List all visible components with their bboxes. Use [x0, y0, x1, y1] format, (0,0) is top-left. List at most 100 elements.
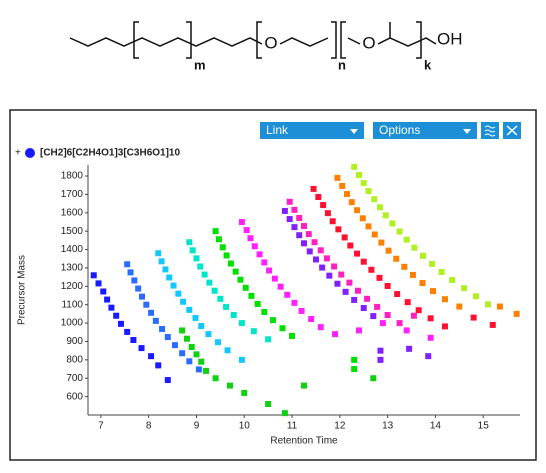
point	[281, 410, 288, 417]
point	[332, 331, 339, 338]
point	[206, 279, 213, 286]
dropdown-label[interactable]: Options	[379, 123, 420, 137]
point	[409, 271, 416, 278]
bracket	[340, 21, 346, 59]
point	[193, 351, 200, 358]
bracket	[416, 21, 422, 59]
point	[305, 231, 312, 238]
y-tick-label: 800	[66, 354, 83, 365]
options-dropdown[interactable]: Options	[373, 122, 477, 139]
point	[334, 280, 341, 287]
point	[438, 268, 445, 275]
legend-marker	[25, 148, 35, 158]
point	[364, 295, 371, 302]
y-tick-label: 1500	[61, 226, 84, 237]
point	[301, 382, 307, 389]
point	[130, 337, 137, 343]
point	[312, 256, 319, 263]
point	[113, 312, 120, 319]
point	[223, 252, 230, 259]
bracket	[186, 21, 192, 59]
settings-button[interactable]	[481, 122, 499, 139]
atom: OH	[437, 29, 463, 48]
panel	[9, 109, 537, 461]
point	[238, 356, 245, 363]
point	[311, 239, 318, 246]
point	[238, 218, 245, 225]
expand-icon[interactable]: +	[15, 148, 21, 159]
y-tick-label: 1800	[61, 171, 84, 182]
point	[378, 239, 385, 246]
bracket	[331, 21, 337, 59]
button-icon	[506, 125, 518, 136]
point	[152, 317, 159, 324]
point	[198, 323, 205, 330]
x-tick-label: 15	[478, 421, 490, 432]
y-tick-label: 1400	[61, 244, 84, 255]
point	[159, 325, 166, 332]
point	[286, 198, 293, 205]
point	[237, 276, 244, 283]
point	[355, 287, 361, 294]
point	[370, 313, 377, 320]
point	[192, 314, 199, 321]
x-tick-label: 7	[98, 421, 104, 432]
point	[396, 320, 403, 327]
point	[226, 382, 233, 389]
point	[394, 291, 401, 298]
point	[382, 212, 389, 219]
point	[281, 207, 288, 214]
point	[201, 271, 208, 278]
point	[310, 185, 317, 192]
point	[360, 258, 367, 265]
point	[265, 336, 272, 343]
point	[351, 163, 358, 170]
point	[230, 312, 237, 318]
bracket	[133, 21, 139, 59]
point	[393, 255, 400, 262]
point	[473, 293, 480, 300]
point	[429, 260, 436, 267]
point	[296, 214, 303, 221]
point	[266, 267, 273, 274]
point	[513, 310, 520, 317]
dropdown-label[interactable]: Link	[266, 123, 289, 137]
point	[217, 295, 224, 302]
chain	[377, 37, 437, 47]
point	[348, 199, 355, 206]
point	[100, 288, 107, 295]
point	[371, 231, 378, 238]
point	[410, 312, 417, 319]
point	[179, 350, 186, 357]
y-tick-label: 1700	[61, 189, 84, 200]
y-tick-label: 1600	[61, 207, 84, 218]
structure: O O OH m n k	[69, 21, 463, 72]
x-tick-label: 14	[430, 421, 442, 432]
point	[170, 282, 177, 289]
y-tick-label: 600	[66, 391, 83, 402]
point	[108, 304, 115, 311]
point	[248, 292, 255, 299]
point	[396, 228, 403, 235]
point	[403, 236, 410, 243]
point	[441, 323, 448, 330]
point	[269, 317, 276, 324]
point	[179, 327, 186, 334]
point	[291, 206, 298, 213]
link-dropdown[interactable]: Link	[260, 122, 364, 139]
point	[211, 287, 218, 294]
point	[242, 284, 249, 291]
point	[427, 315, 434, 322]
point	[323, 255, 330, 262]
point	[214, 339, 221, 346]
point	[368, 266, 375, 273]
y-tick-label: 1100	[61, 299, 83, 310]
point	[354, 250, 361, 257]
close-button[interactable]	[503, 122, 521, 139]
y-tick-label: 1000	[61, 318, 84, 329]
point	[335, 226, 342, 233]
legend-label: [CH2]6[C2H4O1]3[C3H6O1]10	[40, 148, 180, 159]
dropdown-bg	[373, 122, 477, 139]
point	[241, 389, 248, 396]
